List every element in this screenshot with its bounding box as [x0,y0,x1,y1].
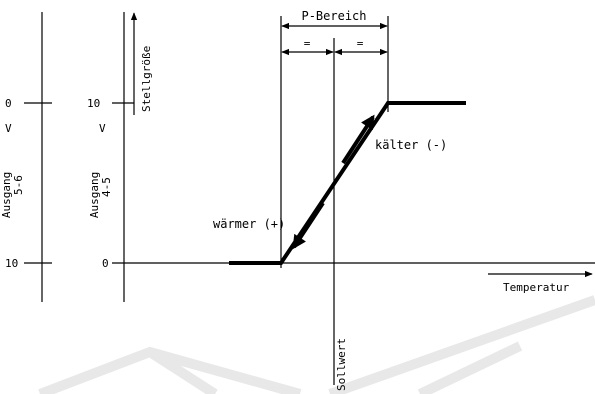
sollwert-label: Sollwert [335,338,348,391]
half-marker-left: = [304,37,311,50]
temperatur-label: Temperatur [503,281,570,294]
ausgang-45-label: Ausgang [88,172,101,218]
stellgroesse-label: Stellgröße [140,46,153,112]
kaelter-label: kälter (-) [375,138,447,152]
scale-56-unit: V [5,122,12,135]
scale-45-bottom-value: 0 [102,257,109,270]
scale-56-top-value: 0 [5,97,12,110]
waermer-direction-arrow [292,201,325,250]
waermer-label: wärmer (+) [213,217,285,231]
characteristic-curve [229,101,466,265]
scale-45-top-value: 10 [87,97,100,110]
scale-45-unit: V [99,122,106,135]
background-watermark [38,295,595,394]
ausgang-56-terminals: 5-6 [12,175,25,195]
p-bereich-label: P-Bereich [301,9,366,23]
ausgang-45-terminals: 4-5 [100,177,113,197]
ausgang-56-label: Ausgang [0,172,13,218]
kaelter-direction-arrow [341,114,375,165]
half-marker-right: = [357,37,364,50]
scale-56-bottom-value: 10 [5,257,18,270]
